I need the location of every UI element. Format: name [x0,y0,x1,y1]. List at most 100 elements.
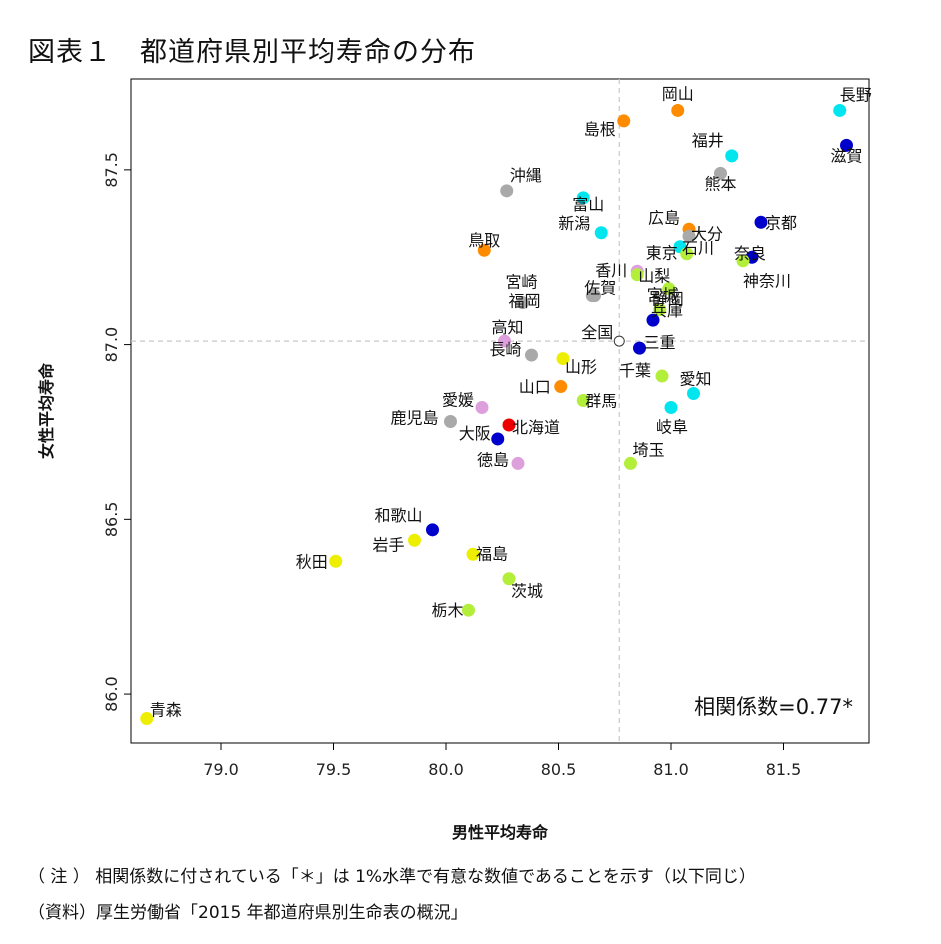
point-label: 新潟 [558,214,590,233]
data-point [630,268,644,282]
point-label: 富山 [572,195,604,214]
y-tick-label: 86.0 [102,676,121,712]
data-point [516,296,529,310]
point-label: 栃木 [432,601,464,620]
data-point [329,554,343,568]
y-axis-title: 女性平均寿命 [37,362,56,459]
data-point [511,456,525,470]
data-point [594,226,608,240]
data-point [502,572,516,586]
data-point [588,289,601,303]
data-point [840,138,853,152]
point-label: 島根 [584,120,616,139]
data-point [714,166,727,180]
x-tick-label: 81.0 [653,760,689,779]
data-point [140,712,154,726]
data-point [671,103,685,117]
point-label: 長崎 [490,340,522,359]
point-label: 佐賀 [584,279,616,298]
x-tick-label: 79.5 [316,760,352,779]
point-label: 滋賀 [831,146,863,165]
point-label: 和歌山 [375,506,423,525]
correlation-annotation: 相関係数=0.77* [694,695,853,719]
point-label: 岡山 [662,84,694,103]
point-label: 広島 [648,208,680,227]
data-point [491,432,505,446]
point-label: 沖縄 [510,166,542,185]
point-label: 愛媛 [442,391,474,410]
data-point [624,456,637,470]
source-note: （資料）厚生労働省「2015 年都道府県別生命表の概況」 [28,903,468,923]
point-label: 茨城 [511,582,543,601]
point-label: 愛知 [680,370,712,389]
point-label: 静岡 [652,290,684,309]
point-label: 熊本 [705,174,737,193]
point-label: 福岡 [509,292,541,311]
point-label: 高知 [492,318,524,337]
data-point [682,229,696,243]
point-label: 長野 [840,85,872,104]
data-point [646,313,660,327]
data-point [736,254,750,268]
x-tick-label: 80.0 [428,760,464,779]
data-point [662,282,676,296]
data-point [655,369,669,383]
national-average-label: 全国 [581,323,613,342]
point-label: 群馬 [585,392,617,411]
point-label: 山梨 [638,267,670,286]
point-label: 山口 [519,378,551,397]
data-point [444,414,457,428]
plot-frame [130,78,870,744]
page-title: 図表１ 都道府県別平均寿命の分布 [28,37,476,68]
data-point [576,394,590,408]
data-point [653,303,667,317]
y-tick-label: 87.0 [102,327,121,363]
data-point [687,387,700,401]
x-tick-label: 81.5 [766,760,802,779]
data-point [502,418,516,432]
point-label: 岩手 [373,535,405,554]
y-tick-label: 86.5 [102,502,121,538]
point-label: 福井 [692,131,724,150]
data-point [833,103,847,117]
point-label: 岐阜 [656,418,688,437]
point-label: 宮城 [647,286,679,305]
point-label: 三重 [644,333,676,352]
point-label: 福島 [476,544,508,563]
point-label: 石川 [682,239,714,258]
point-label: 京都 [765,213,797,232]
point-label: 香川 [595,261,627,280]
point-label: 山形 [565,358,597,377]
point-label: 千葉 [619,361,651,380]
data-point [498,334,511,348]
point-label: 秋田 [296,552,328,571]
data-point [500,184,514,198]
point-label: 徳島 [477,450,509,469]
x-tick-label: 80.5 [541,760,577,779]
point-label: 埼玉 [633,440,665,459]
point-label: 奈良 [734,244,766,263]
footnote: （ 注 ） 相関係数に付されている「＊」は 1%水準で有意な数値であることを示す… [28,867,756,887]
data-point [426,523,439,537]
point-label: 鳥取 [468,231,500,250]
data-point [664,401,678,415]
data-point [680,247,694,261]
point-label: 神奈川 [743,272,791,291]
point-label: 宮崎 [506,273,538,292]
data-point [617,114,631,128]
point-label: 大分 [691,224,723,243]
x-axis-title: 男性平均寿命 [452,823,549,842]
data-point [525,348,538,362]
point-label: 青森 [150,701,182,720]
point-label: 大阪 [459,424,491,443]
data-point [633,341,646,355]
data-point [477,243,491,257]
data-point [725,149,739,163]
point-label: 北海道 [512,418,560,437]
data-point [556,352,570,366]
data-point [754,215,768,229]
data-point [462,603,475,617]
point-label: 東京 [646,244,678,263]
point-label: 鹿児島 [391,408,439,427]
scatter-chart: 79.0 79.5 80.0 80.5 81.0 81.5 86.0 86.5 87.0 87.… [37,78,872,842]
